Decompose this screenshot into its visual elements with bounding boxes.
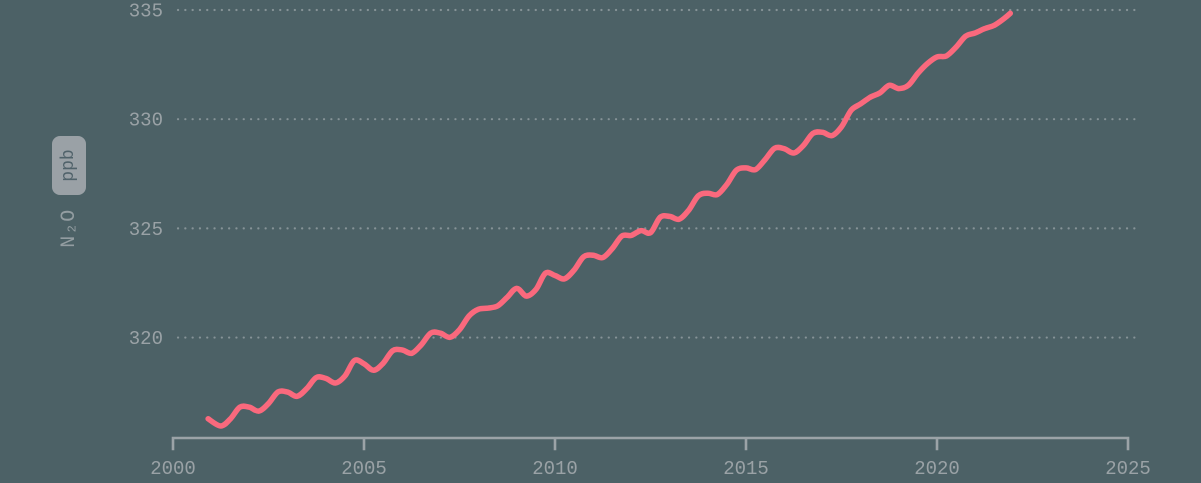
x-tick-label: 2000	[150, 458, 196, 480]
x-tick-label: 2005	[341, 458, 387, 480]
x-tick-label: 2015	[723, 458, 769, 480]
x-tick-label: 2010	[532, 458, 578, 480]
y-tick-label: 330	[129, 110, 163, 132]
y-tick-label: 325	[129, 219, 163, 241]
y-tick-label: 335	[129, 1, 163, 23]
y-axis-gas-label: N₂O	[57, 208, 81, 248]
x-tick-label: 2020	[914, 458, 960, 480]
x-tick-label: 2025	[1105, 458, 1151, 480]
y-axis-unit-badge: ppb	[52, 136, 86, 195]
x-axis	[171, 436, 1130, 451]
y-tick-label: 320	[129, 328, 163, 350]
y-axis-title: N₂O ppb	[46, 122, 92, 262]
n2o-series-line	[205, 10, 1014, 429]
